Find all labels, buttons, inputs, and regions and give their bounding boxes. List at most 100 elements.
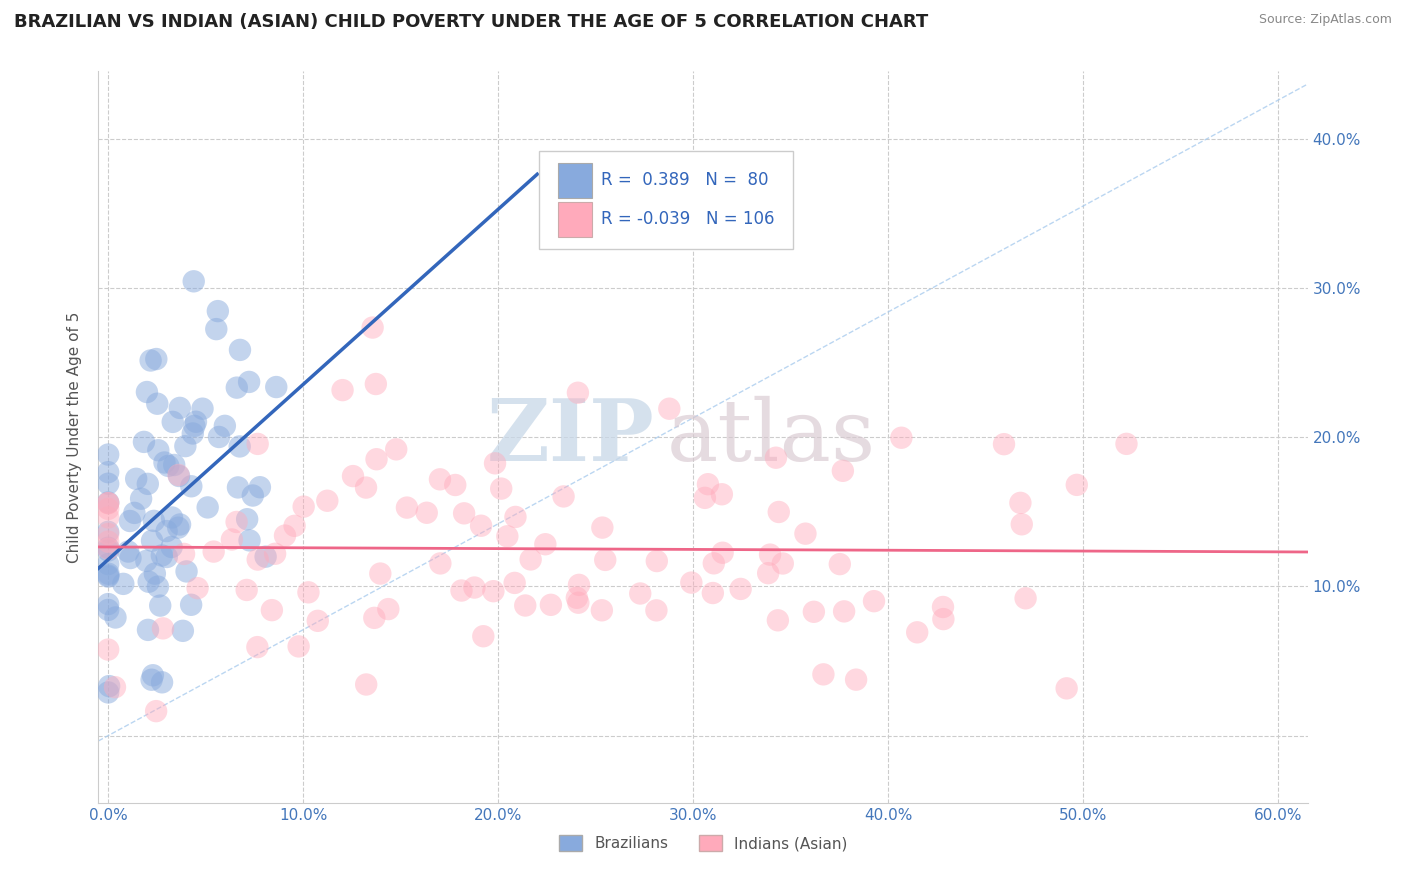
Point <box>169 401 191 415</box>
Point <box>229 343 252 357</box>
Point <box>463 581 485 595</box>
Point <box>156 524 179 538</box>
Point <box>160 540 183 554</box>
Point <box>238 533 260 548</box>
Point <box>681 575 703 590</box>
Point <box>249 480 271 494</box>
Y-axis label: Child Poverty Under the Age of 5: Child Poverty Under the Age of 5 <box>67 311 83 563</box>
Point <box>831 464 853 478</box>
Point <box>150 675 173 690</box>
Point <box>863 594 886 608</box>
Point <box>157 458 180 473</box>
Point <box>146 397 169 411</box>
Point <box>246 552 269 566</box>
Point <box>287 640 309 654</box>
Point <box>148 443 170 458</box>
Point <box>225 515 247 529</box>
Point <box>503 575 526 590</box>
Point <box>180 479 202 493</box>
Point <box>167 521 190 535</box>
Point <box>172 624 194 638</box>
Point <box>540 598 562 612</box>
Point <box>1014 591 1036 606</box>
Point <box>236 512 259 526</box>
Point <box>472 629 495 643</box>
Point <box>932 612 955 626</box>
Point <box>207 304 229 318</box>
Point <box>180 598 202 612</box>
Point <box>141 673 163 687</box>
Point <box>567 596 589 610</box>
Point <box>98 679 121 693</box>
Point <box>645 554 668 568</box>
Point <box>132 434 155 449</box>
Point <box>246 437 269 451</box>
Point <box>565 591 588 605</box>
Point <box>1010 496 1032 510</box>
Point <box>332 383 354 397</box>
Point <box>794 526 817 541</box>
Point <box>97 502 120 516</box>
Point <box>181 426 204 441</box>
Point <box>97 566 120 581</box>
Text: Source: ZipAtlas.com: Source: ZipAtlas.com <box>1258 13 1392 27</box>
Point <box>450 583 472 598</box>
Point <box>484 456 506 470</box>
Point <box>124 506 146 520</box>
Point <box>143 566 166 581</box>
Point <box>274 528 297 542</box>
Point <box>129 491 152 506</box>
Point <box>117 544 139 558</box>
Point <box>593 553 616 567</box>
Point <box>515 599 537 613</box>
Point <box>354 481 377 495</box>
Point <box>505 510 527 524</box>
Point <box>120 551 142 566</box>
Point <box>150 549 173 563</box>
Point <box>429 472 451 486</box>
Point <box>162 415 184 429</box>
Point <box>97 642 120 657</box>
Point <box>184 415 207 429</box>
Point <box>693 491 716 505</box>
Point <box>214 418 236 433</box>
Point <box>489 482 512 496</box>
Point <box>429 557 451 571</box>
Point <box>139 353 162 368</box>
Point <box>238 375 260 389</box>
Point <box>145 352 167 367</box>
Point <box>160 510 183 524</box>
Point <box>145 704 167 718</box>
Point <box>307 614 329 628</box>
Point <box>208 430 231 444</box>
Point <box>97 465 120 479</box>
Point <box>297 585 319 599</box>
Point <box>118 514 141 528</box>
Point <box>142 668 165 682</box>
Point <box>361 320 384 334</box>
Point <box>97 557 120 571</box>
Point <box>645 603 668 617</box>
Point <box>832 604 855 618</box>
Point <box>482 584 505 599</box>
Point <box>756 566 779 581</box>
Point <box>97 541 120 555</box>
Point <box>254 549 277 564</box>
Point <box>567 385 589 400</box>
Point <box>368 566 391 581</box>
Point <box>242 489 264 503</box>
Point <box>97 541 120 556</box>
Point <box>104 610 127 624</box>
Point <box>205 322 228 336</box>
Point <box>112 577 135 591</box>
Point <box>553 490 575 504</box>
Point <box>97 496 120 510</box>
Point <box>803 605 825 619</box>
Point <box>97 569 120 583</box>
Point <box>292 500 315 514</box>
Point <box>125 472 148 486</box>
Point <box>416 506 439 520</box>
Point <box>228 439 250 453</box>
Text: atlas: atlas <box>666 395 876 479</box>
Point <box>97 597 120 611</box>
